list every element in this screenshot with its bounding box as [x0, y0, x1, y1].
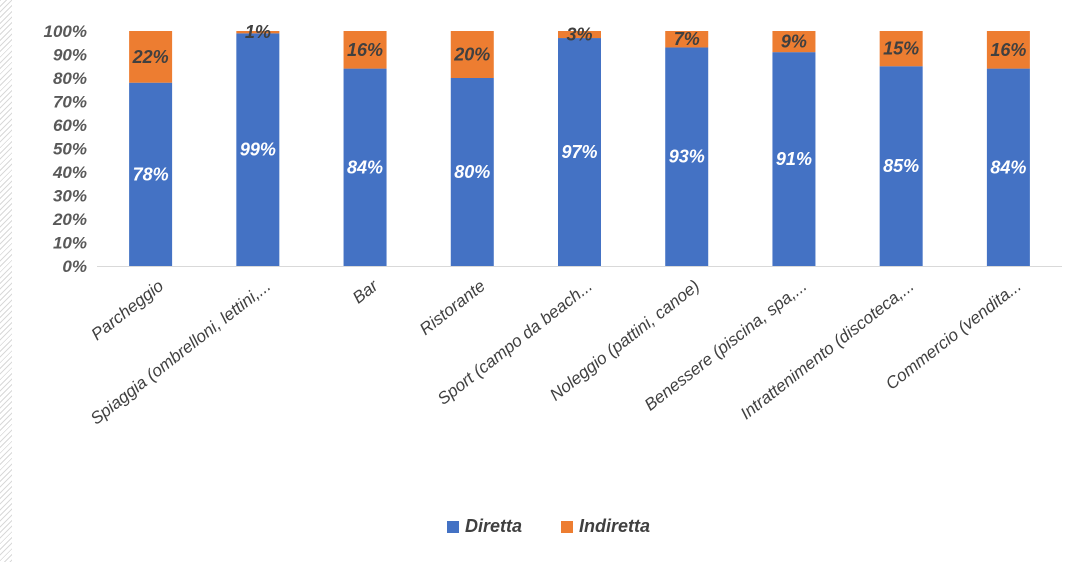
data-label-indiretta: 1% [245, 22, 271, 42]
data-label-indiretta: 20% [453, 45, 490, 65]
bar-segment-indiretta [665, 31, 709, 48]
y-axis: 0% 10% 20% 30% 40% 50% 60% 70% 80% 90% 100% [44, 22, 87, 276]
data-label-diretta: 78% [133, 164, 169, 184]
y-tick-label: 20% [52, 210, 87, 229]
y-tick-label: 50% [53, 140, 87, 159]
chart-panel: 0% 10% 20% 30% 40% 50% 60% 70% 80% 90% 100% 78% 22%… [12, 0, 1074, 562]
bar-segment-indiretta [558, 31, 601, 39]
data-label-indiretta: 9% [781, 32, 807, 52]
y-tick-label: 70% [53, 93, 87, 112]
bars-group: 78% 22% 99% 1% 84% 16% 80% 20% 97% 3% 93% 7% 91% 9% 85… [129, 22, 1030, 267]
y-tick-label: 100% [44, 22, 87, 41]
y-tick-label: 90% [53, 46, 87, 65]
bar-segment-diretta [558, 38, 601, 266]
stacked-bar-chart: 0% 10% 20% 30% 40% 50% 60% 70% 80% 90% 100% 78% 22%… [44, 22, 1062, 536]
bar-segment-indiretta [772, 31, 816, 53]
bar-segment-diretta [772, 52, 816, 267]
data-label-diretta: 85% [883, 156, 919, 176]
legend-swatch-diretta [447, 521, 459, 533]
bar-segment-diretta [236, 33, 280, 266]
data-label-diretta: 80% [454, 162, 490, 182]
data-label-diretta: 84% [990, 157, 1026, 177]
x-category-label: Parcheggio [88, 276, 167, 344]
bar-segment-diretta [129, 82, 173, 266]
y-tick-label: 30% [53, 187, 87, 206]
y-tick-label: 10% [53, 234, 87, 253]
y-tick-label: 0% [62, 257, 87, 276]
bar-segment-diretta [986, 68, 1030, 266]
bar-segment-indiretta [986, 31, 1030, 69]
x-category-label: Spiaggia (ombrelloni, lettini,... [87, 276, 274, 428]
data-label-indiretta: 16% [347, 40, 383, 60]
bar-segment-diretta [879, 66, 923, 266]
bar-segment-diretta [665, 47, 709, 267]
x-category-label: Intrattenimento (discoteca,... [737, 276, 918, 423]
bar-segment-diretta [450, 78, 494, 266]
legend-label-diretta: Diretta [465, 516, 522, 536]
data-label-indiretta: 16% [990, 40, 1026, 60]
bar-segment-indiretta [343, 31, 387, 69]
data-label-indiretta: 3% [566, 25, 592, 45]
data-label-diretta: 97% [561, 142, 597, 162]
bar-segment-indiretta [236, 31, 280, 34]
bar-segment-indiretta [879, 31, 923, 67]
bar-segment-indiretta [129, 31, 173, 83]
x-category-label: Ristorante [416, 276, 489, 339]
data-label-diretta: 84% [347, 157, 383, 177]
data-label-diretta: 99% [240, 140, 276, 160]
y-tick-label: 80% [53, 69, 87, 88]
legend-label-indiretta: Indiretta [579, 516, 650, 536]
data-label-indiretta: 7% [674, 29, 700, 49]
y-tick-label: 40% [52, 163, 87, 182]
data-label-diretta: 91% [776, 149, 812, 169]
data-label-indiretta: 15% [883, 39, 919, 59]
legend: Diretta Indiretta [447, 516, 650, 536]
bar-segment-diretta [343, 68, 387, 266]
legend-swatch-indiretta [561, 521, 573, 533]
data-label-diretta: 93% [669, 147, 705, 167]
bar-segment-indiretta [450, 31, 494, 78]
y-tick-label: 60% [53, 116, 87, 135]
x-category-label: Bar [349, 275, 383, 307]
data-label-indiretta: 22% [132, 47, 169, 67]
